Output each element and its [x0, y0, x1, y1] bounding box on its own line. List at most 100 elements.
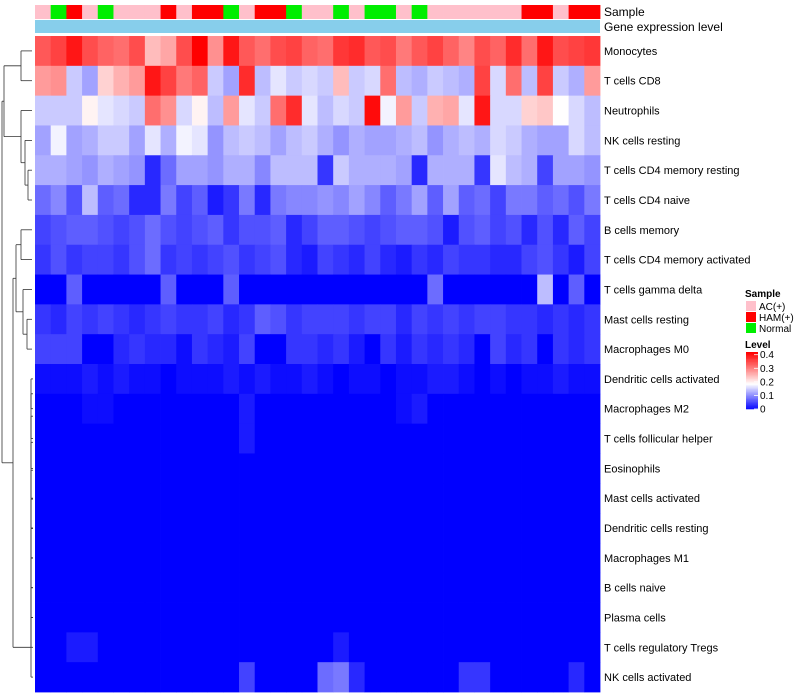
heatmap-cell — [223, 602, 240, 633]
heatmap-cell — [584, 304, 601, 335]
sample-annotation-cell — [380, 5, 397, 19]
heatmap-cell — [301, 632, 318, 663]
heatmap-cell — [301, 304, 318, 335]
heatmap-cell — [113, 95, 130, 126]
sample-annotation-track — [35, 5, 601, 19]
heatmap-cell — [207, 632, 224, 663]
heatmap-cell — [364, 632, 381, 663]
heatmap-cell — [176, 36, 193, 67]
heatmap-cell — [380, 483, 397, 514]
heatmap-cell — [144, 244, 161, 275]
heatmap-cell — [552, 95, 570, 126]
heatmap-cell — [239, 65, 256, 97]
heatmap-cell — [584, 632, 601, 663]
heatmap-cell — [568, 572, 585, 603]
heatmap-cell — [380, 513, 397, 544]
heatmap-cell — [66, 244, 83, 275]
heatmap-cell — [552, 393, 570, 425]
heatmap-cell — [144, 513, 161, 544]
heatmap-cell — [129, 423, 146, 454]
heatmap-cell — [301, 214, 318, 246]
heatmap-cell — [317, 274, 334, 305]
heatmap-cell — [239, 602, 256, 633]
heatmap-cell — [490, 125, 507, 156]
heatmap-cell — [411, 155, 428, 186]
heatmap-cell — [364, 36, 381, 67]
heatmap-cell — [552, 65, 570, 97]
heatmap-cell — [270, 185, 287, 216]
heatmap-cell — [537, 453, 554, 484]
heatmap-cell — [474, 542, 491, 574]
row-label: Macrophages M0 — [604, 344, 689, 356]
heatmap-cell — [239, 364, 256, 395]
heatmap-cell — [97, 513, 114, 544]
row-label: B cells naive — [604, 583, 666, 595]
heatmap-cell — [301, 155, 318, 186]
sample-annotation-cell — [505, 5, 522, 19]
heatmap-cell — [144, 542, 161, 574]
heatmap-cell — [223, 453, 240, 484]
heatmap-cell — [537, 393, 554, 425]
heatmap-cell — [270, 125, 287, 156]
heatmap-cell — [286, 632, 303, 663]
heatmap-cell — [160, 483, 177, 514]
heatmap-cell — [427, 632, 444, 663]
colorbar-segment — [746, 381, 758, 384]
heatmap-cell — [505, 95, 522, 126]
sample-annotation-cell — [239, 5, 256, 19]
heatmap-cell — [568, 423, 585, 454]
heatmap-cell — [176, 662, 193, 693]
heatmap-cell — [537, 95, 554, 126]
colorbar-segment — [746, 376, 758, 378]
heatmap-cell — [160, 453, 177, 484]
heatmap-cell — [207, 244, 224, 275]
heatmap-cell — [411, 602, 428, 633]
heatmap-cell — [521, 483, 538, 514]
heatmap-cell — [348, 542, 365, 574]
heatmap-cell — [176, 95, 193, 126]
heatmap-cell — [223, 36, 240, 67]
heatmap-cell — [50, 423, 67, 454]
heatmap-cell — [207, 214, 224, 246]
heatmap-cell — [333, 65, 350, 97]
heatmap-cell — [537, 65, 554, 97]
heatmap-cell — [176, 453, 193, 484]
heatmap-cell — [207, 95, 224, 126]
heatmap-cell — [254, 214, 271, 246]
colorbar-segment — [746, 396, 758, 398]
heatmap-cell — [270, 572, 287, 603]
heatmap-cell — [427, 185, 444, 216]
heatmap-cell — [223, 483, 240, 514]
heatmap-cell — [333, 334, 350, 365]
heatmap-cell — [348, 95, 365, 126]
heatmap-cell — [35, 65, 52, 97]
heatmap-cell — [286, 542, 303, 574]
heatmap-cell — [537, 602, 554, 633]
heatmap-cell — [427, 364, 444, 395]
heatmap-cell — [82, 334, 99, 365]
heatmap-cell — [584, 483, 601, 514]
heatmap-cell — [144, 483, 161, 514]
heatmap-cell — [458, 662, 475, 693]
heatmap-cell — [411, 632, 428, 663]
heatmap-cell — [521, 244, 538, 275]
row-label: Neutrophils — [604, 106, 660, 118]
heatmap-cell — [144, 36, 161, 67]
heatmap-cell — [568, 185, 585, 216]
heatmap-cell — [66, 36, 83, 67]
heatmap-cell — [380, 542, 397, 574]
sample-annotation-cell — [474, 5, 491, 19]
heatmap-cell — [505, 453, 522, 484]
heatmap-cell — [521, 155, 538, 186]
heatmap-cell — [254, 65, 271, 97]
sample-track-label: Sample — [604, 5, 645, 19]
heatmap-cell — [301, 244, 318, 275]
heatmap-cell — [364, 572, 381, 603]
heatmap-cell — [50, 662, 67, 693]
heatmap-cell — [364, 214, 381, 246]
row-labels: Monocytes T cells CD8 Neutrophils NK cells … — [604, 46, 751, 684]
heatmap-cell — [490, 185, 507, 216]
heatmap-cell — [50, 334, 67, 365]
heatmap-cell — [50, 542, 67, 574]
heatmap-cell — [82, 304, 99, 335]
